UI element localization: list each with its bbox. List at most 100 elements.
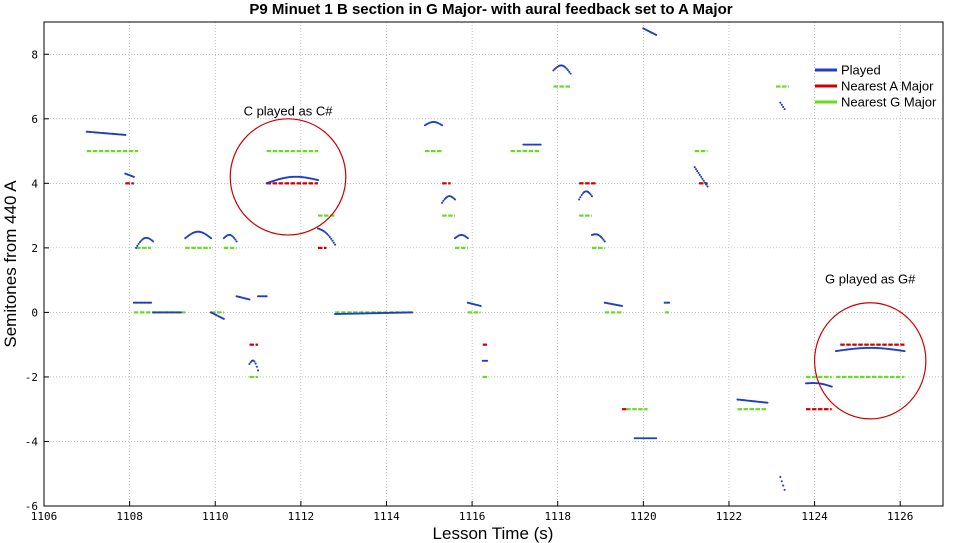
played-point xyxy=(780,103,783,106)
x-tick-label: 1116 xyxy=(459,510,486,523)
annotations: C played as C# G played as G# xyxy=(229,104,927,420)
x-axis-label: Lesson Time (s) xyxy=(433,524,554,543)
played-point xyxy=(331,239,334,242)
nearest-g-major-series xyxy=(86,85,905,411)
played-point xyxy=(601,237,604,240)
played-point xyxy=(222,317,225,320)
played-point xyxy=(552,69,555,72)
played-point xyxy=(248,298,251,301)
played-point xyxy=(779,101,782,104)
played-point xyxy=(486,359,489,362)
played-point xyxy=(330,237,333,240)
x-tick-label: 1126 xyxy=(887,510,914,523)
x-tick-label: 1108 xyxy=(116,510,143,523)
played-point xyxy=(134,246,138,249)
y-tick-label: 4 xyxy=(31,177,38,190)
plot-area-frame xyxy=(43,21,944,507)
played-point xyxy=(568,70,571,73)
played-point xyxy=(441,124,444,127)
played-point xyxy=(209,237,213,240)
played-point xyxy=(705,183,708,186)
played-point xyxy=(569,72,572,75)
played-point xyxy=(694,168,698,171)
played-point xyxy=(442,199,445,202)
played-point xyxy=(231,235,234,238)
y-tick-label: -4 xyxy=(25,435,39,448)
annotation-circle xyxy=(229,118,347,236)
played-point xyxy=(453,198,457,201)
played-point xyxy=(783,108,786,111)
played-point xyxy=(580,193,583,197)
played-point xyxy=(783,488,786,491)
played-point xyxy=(700,175,703,178)
played-point xyxy=(179,311,183,314)
played-point xyxy=(779,475,782,479)
y-tick-label: 8 xyxy=(31,48,38,61)
played-point xyxy=(579,196,582,199)
played-point xyxy=(149,301,153,304)
played-point xyxy=(479,304,482,307)
x-tick-label: 1118 xyxy=(544,510,571,523)
played-point xyxy=(603,240,606,243)
played-point xyxy=(539,143,542,146)
y-tick-label: 2 xyxy=(31,242,38,255)
played-point xyxy=(327,234,330,237)
played-point xyxy=(599,235,603,238)
played-point xyxy=(766,401,769,404)
played-point xyxy=(655,437,658,440)
legend-entry: Nearest G Major xyxy=(841,95,937,110)
played-point xyxy=(696,170,699,173)
played-point xyxy=(566,69,569,72)
played-point xyxy=(590,195,594,198)
annotation-circle xyxy=(813,302,927,420)
played-point xyxy=(138,241,142,244)
played-series xyxy=(85,27,906,491)
annotation-label: G played as G# xyxy=(825,271,916,286)
played-point xyxy=(411,311,414,314)
played-point xyxy=(234,238,237,241)
played-point xyxy=(588,192,591,195)
played-point xyxy=(830,385,833,388)
played-point xyxy=(578,198,581,201)
x-tick-label: 1112 xyxy=(288,510,315,523)
x-tick-label: 1106 xyxy=(31,510,58,523)
played-point xyxy=(255,365,258,368)
played-point xyxy=(254,362,257,365)
played-point xyxy=(443,198,446,201)
x-tick-label: 1124 xyxy=(801,510,828,523)
played-point xyxy=(132,175,135,178)
played-point xyxy=(253,360,256,363)
played-point xyxy=(782,105,785,109)
played-point xyxy=(655,33,658,36)
played-point xyxy=(703,181,707,184)
played-point xyxy=(441,201,444,204)
annotation-label: C played as C# xyxy=(244,104,334,119)
y-tick-label: -6 xyxy=(25,500,38,513)
played-point xyxy=(248,362,251,366)
played-point xyxy=(136,244,139,247)
nearest-a-major-series xyxy=(125,182,905,411)
played-point xyxy=(326,232,329,236)
played-point xyxy=(698,173,701,176)
played-point xyxy=(782,484,785,487)
played-point xyxy=(324,231,327,234)
x-tick-label: 1122 xyxy=(716,510,743,523)
x-axis-ticks: 1106 1108 1110 1112 1114 1116 1118 1120 1122 1124… xyxy=(31,501,914,523)
played-point xyxy=(334,243,337,246)
played-point xyxy=(620,304,623,307)
legend-entry: Played xyxy=(841,63,881,78)
played-point xyxy=(697,171,700,175)
played-point xyxy=(667,301,671,304)
played-point xyxy=(602,238,605,241)
played-point xyxy=(565,67,568,70)
played-point xyxy=(233,236,236,239)
played-point xyxy=(332,241,335,244)
y-tick-label: 6 xyxy=(31,113,38,126)
y-axis-label: Semitones from 440 A xyxy=(1,180,20,348)
y-axis-ticks: -6 -4 -2 0 2 4 6 8 xyxy=(25,48,49,513)
played-point xyxy=(249,361,252,364)
played-point xyxy=(124,133,127,136)
